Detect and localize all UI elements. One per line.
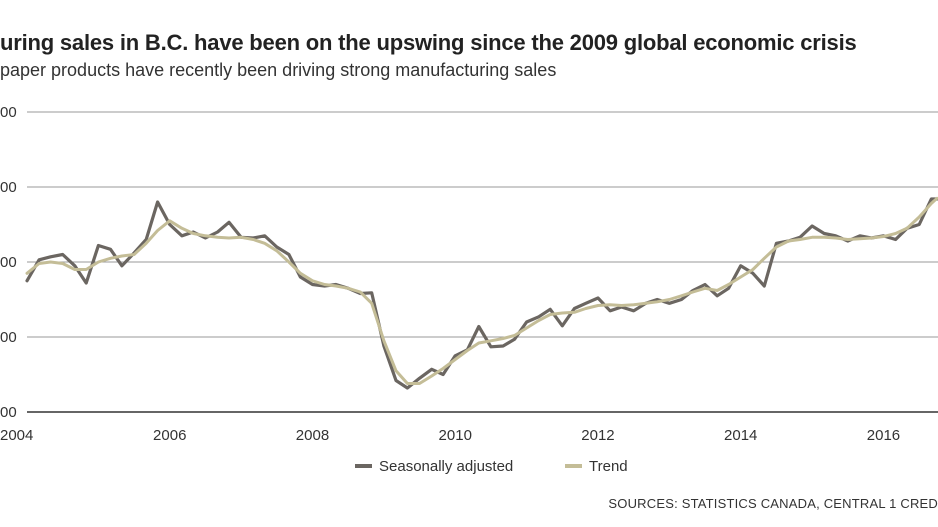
x-tick-label: 2016: [867, 427, 900, 444]
y-tick-label: 00: [0, 404, 17, 421]
y-tick-label: 00: [0, 254, 17, 271]
x-tick-label: 2004: [0, 427, 33, 444]
legend-label: Seasonally adjusted: [379, 458, 513, 475]
y-tick-label: 00: [0, 104, 17, 121]
x-tick-label: 2008: [296, 427, 329, 444]
chart-subtitle: paper products have recently been drivin…: [0, 60, 557, 80]
chart-title: uring sales in B.C. have been on the ups…: [0, 30, 857, 55]
x-tick-label: 2010: [439, 427, 472, 444]
y-tick-label: 00: [0, 329, 17, 346]
series-line-trend: [25, 196, 938, 385]
x-tick-label: 2012: [581, 427, 614, 444]
legend-label: Trend: [589, 458, 628, 475]
chart-source: SOURCES: STATISTICS CANADA, CENTRAL 1 CR…: [608, 496, 938, 511]
x-tick-label: 2006: [153, 427, 186, 444]
y-tick-label: 00: [0, 179, 17, 196]
x-tick-label: 2014: [724, 427, 757, 444]
